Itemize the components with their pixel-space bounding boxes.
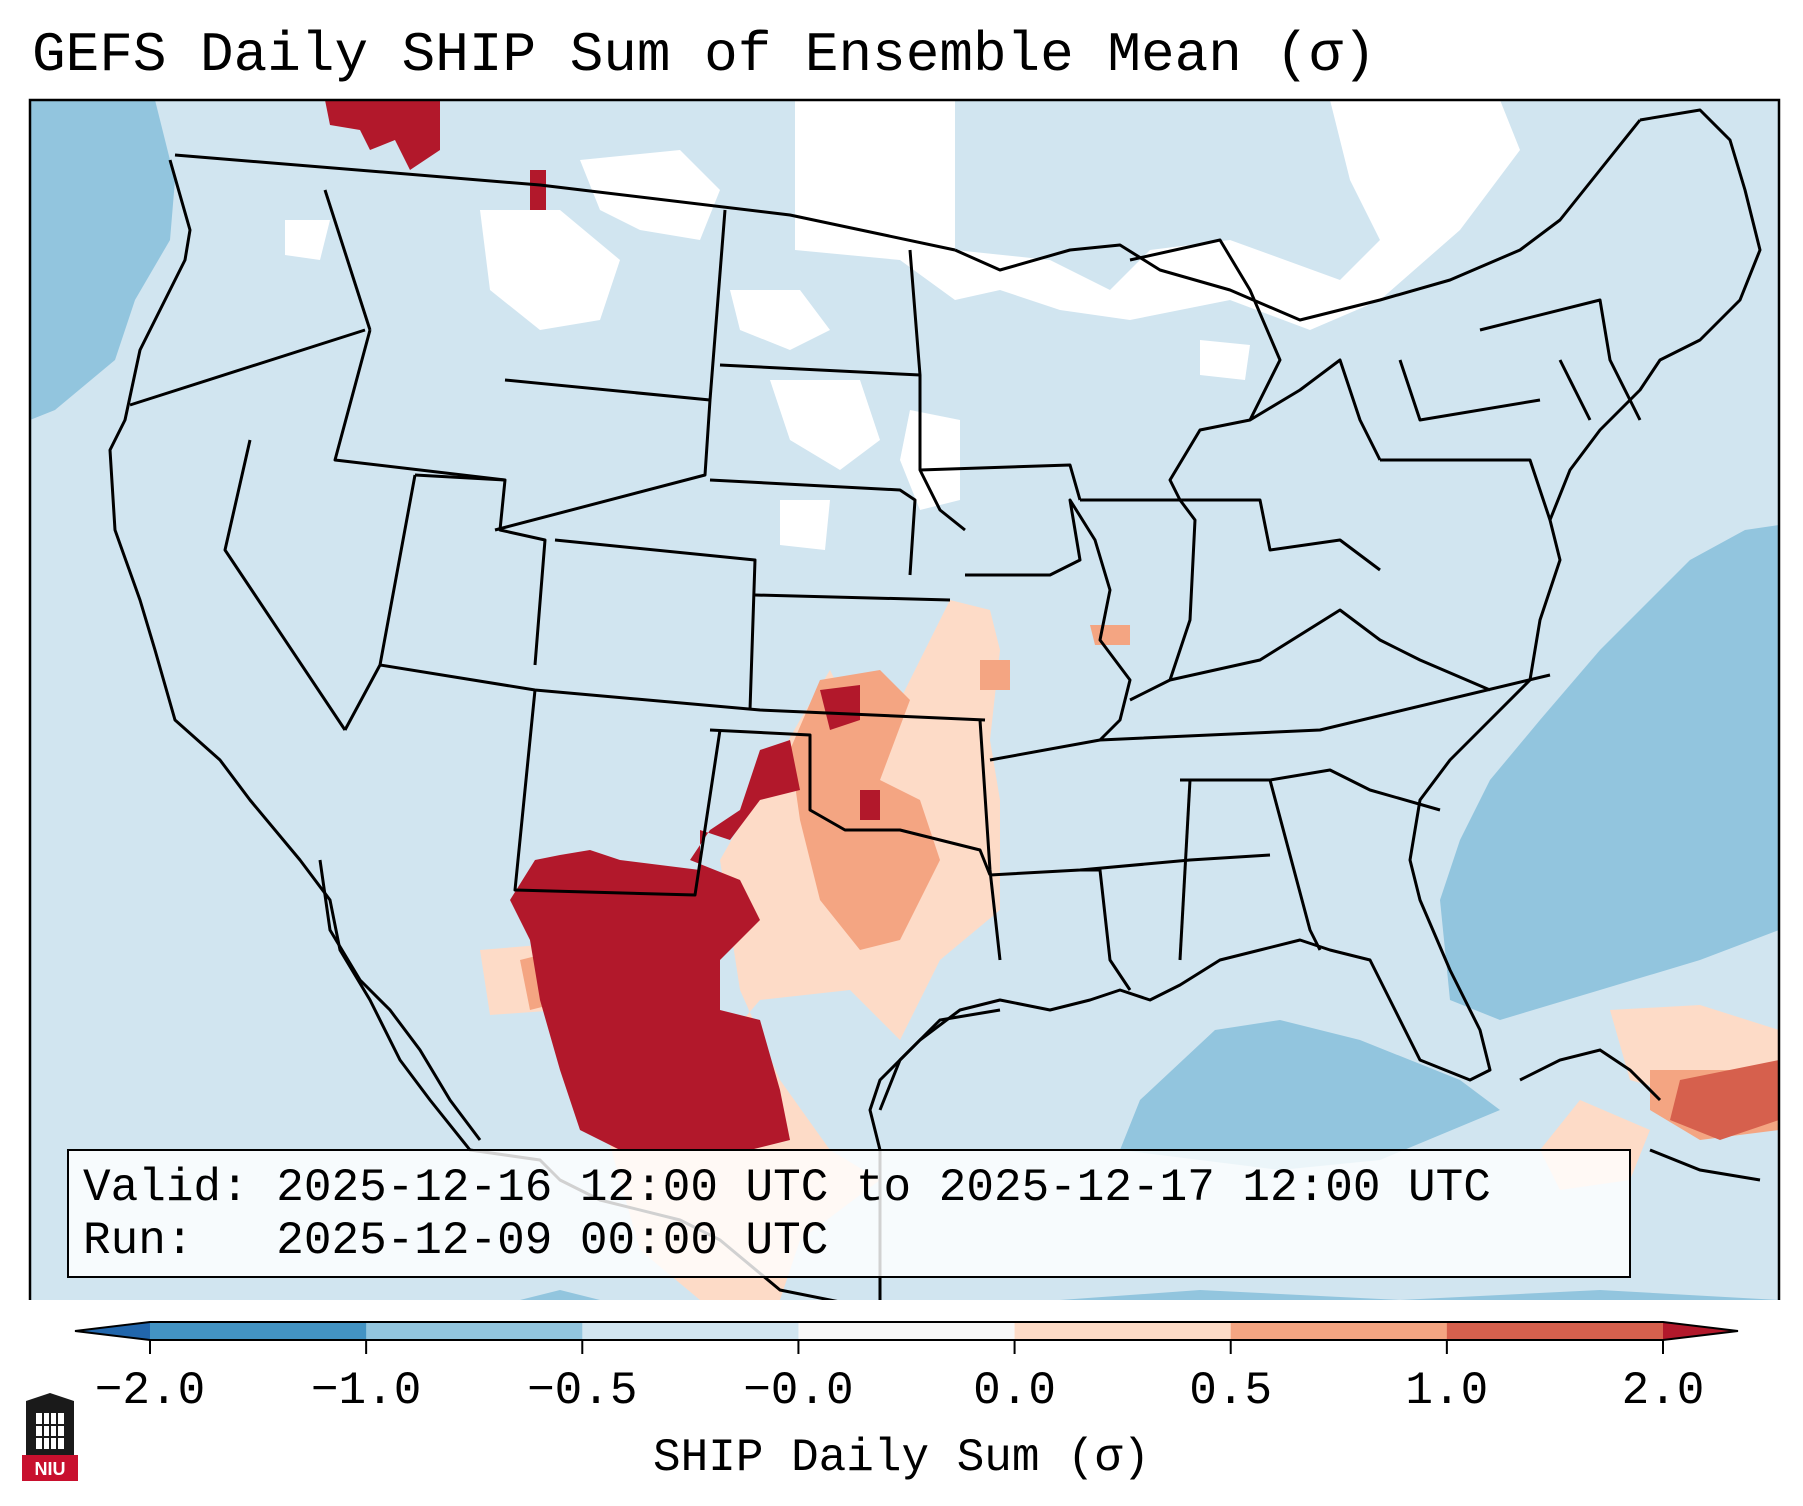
colorbar-label: SHIP Daily Sum (σ) <box>653 1432 1150 1484</box>
state-boundaries <box>108 108 1762 1300</box>
positive-max-area <box>510 740 800 1150</box>
south-edge-anomaly <box>520 1290 600 1300</box>
map-frame <box>28 98 1781 1300</box>
colorbar-tick-label: −0.5 <box>527 1365 638 1417</box>
northwest-red-patch <box>325 100 440 170</box>
colorbar-segment <box>150 1322 367 1340</box>
pacific-anomaly <box>30 100 175 420</box>
valid-time-box: Valid: 2025-12-16 12:00 UTC to 2025-12-1… <box>67 1149 1631 1278</box>
niu-logo: NIU <box>22 1393 78 1481</box>
run-time-text: 2025-12-09 00:00 UTC <box>276 1215 829 1267</box>
colorbar-segment <box>582 1322 799 1340</box>
niu-logo-text: NIU <box>35 1459 66 1479</box>
colorbar-tick-label: 0.0 <box>973 1365 1056 1417</box>
colorbar-extend-high <box>1663 1322 1738 1340</box>
gulf-anomaly <box>1120 1020 1500 1170</box>
atlantic-anomaly <box>1440 525 1779 1020</box>
colorbar-segment <box>1014 1322 1232 1340</box>
colorbar-segment <box>798 1322 1016 1340</box>
colorbar-segment <box>1446 1322 1664 1340</box>
map-panel <box>28 98 1781 1300</box>
colorbar-tick-label: 2.0 <box>1621 1365 1705 1417</box>
colorbar <box>74 1321 1739 1354</box>
colorbar-tick-label: −0.0 <box>743 1365 854 1417</box>
run-label: Run: <box>83 1215 194 1267</box>
colorbar-segment <box>1230 1322 1448 1340</box>
valid-time-text: 2025-12-16 12:00 UTC to 2025-12-17 12:00… <box>276 1162 1491 1214</box>
map-title: GEFS Daily SHIP Sum of Ensemble Mean (σ) <box>32 23 1377 87</box>
colorbar-segment <box>366 1322 583 1340</box>
coastlines <box>318 859 1761 1182</box>
valid-time-line: Valid: 2025-12-16 12:00 UTC to 2025-12-1… <box>83 1161 1491 1215</box>
valid-label: Valid: <box>83 1162 249 1214</box>
run-time-line: Run: 2025-12-09 00:00 UTC <box>83 1214 828 1268</box>
colorbar-tick-label: −1.0 <box>310 1365 422 1417</box>
north-white-area <box>795 100 1520 330</box>
colorbar-extend-low <box>75 1322 150 1340</box>
colorbar-tick-label: 0.5 <box>1189 1365 1273 1417</box>
colorbar-tick-label: −2.0 <box>94 1365 206 1417</box>
colorbar-tick-label: 1.0 <box>1405 1365 1489 1417</box>
